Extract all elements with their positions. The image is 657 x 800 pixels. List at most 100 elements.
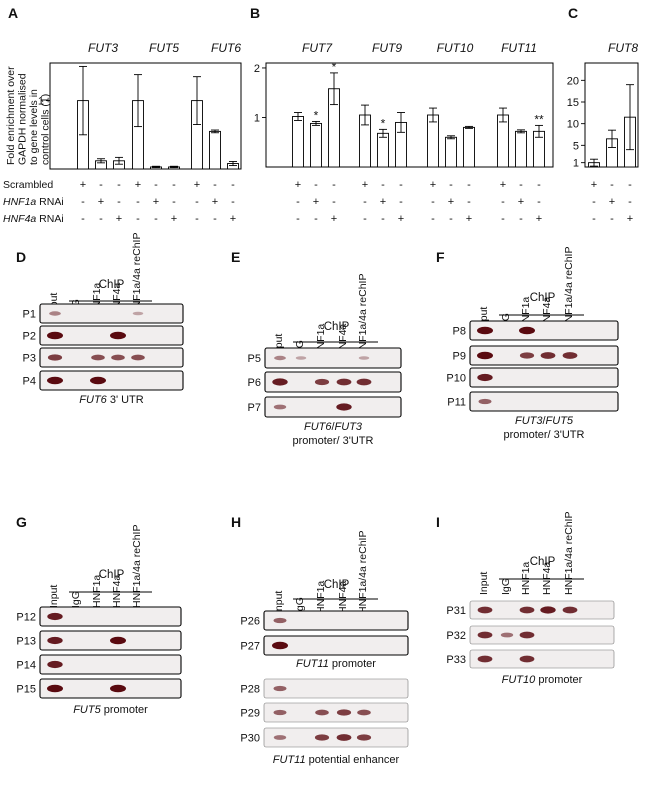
condition-gene: HNF1a bbox=[3, 196, 36, 208]
condition-sign: - bbox=[296, 196, 300, 208]
gel-strip bbox=[469, 625, 615, 645]
gel-strip bbox=[263, 678, 409, 699]
probe-label: P14 bbox=[16, 660, 36, 672]
condition-suffix: RNAi bbox=[36, 213, 63, 225]
condition-sign: - bbox=[610, 213, 614, 225]
y-axis-label-line: control cells (1) bbox=[40, 94, 52, 165]
gel-band bbox=[562, 352, 578, 359]
gel-band bbox=[314, 734, 330, 741]
condition-sign: - bbox=[519, 213, 523, 225]
condition-sign: - bbox=[213, 213, 217, 225]
lane-label: Input bbox=[478, 572, 490, 595]
condition-sign: - bbox=[537, 196, 541, 208]
panel-letter-h: H bbox=[231, 514, 241, 530]
probe-label: P29 bbox=[240, 708, 260, 720]
caption-part: promoter bbox=[329, 658, 376, 670]
condition-sign: + bbox=[116, 213, 122, 225]
gel-strip bbox=[39, 303, 184, 324]
condition-sign: + bbox=[500, 179, 506, 191]
bar-chart-a: 1 FUT3 FUT5 FUT6 bbox=[38, 41, 242, 170]
probe-label: P12 bbox=[16, 612, 36, 624]
chip-header: ChIP bbox=[324, 579, 350, 591]
gel-strip bbox=[263, 702, 409, 723]
gel-caption-enhancer: FUT11 potential enhancer bbox=[273, 754, 400, 766]
condition-sign: - bbox=[537, 179, 541, 191]
gene-label-fut11: FUT11 bbox=[501, 41, 537, 55]
gel-band bbox=[356, 378, 372, 386]
condition-sign: + bbox=[536, 213, 542, 225]
gel-band bbox=[49, 311, 61, 316]
lane-label: HNF4a bbox=[337, 581, 349, 614]
gel-band bbox=[540, 352, 556, 359]
gel-strip bbox=[469, 320, 619, 341]
gel-band bbox=[336, 734, 352, 741]
gene-label-fut8: FUT8 bbox=[608, 41, 638, 55]
gel-band bbox=[110, 331, 126, 340]
probe-label: P9 bbox=[453, 351, 466, 363]
y-tick-label: 10 bbox=[567, 119, 579, 131]
gel-band bbox=[47, 331, 63, 340]
bar bbox=[209, 130, 221, 170]
bar bbox=[445, 136, 457, 168]
condition-sign: - bbox=[467, 196, 471, 208]
gel-band bbox=[314, 378, 330, 386]
condition-sign: + bbox=[212, 196, 218, 208]
gel-strip bbox=[264, 347, 402, 369]
caption-part: FUT11 bbox=[273, 754, 306, 766]
lane-label: HNF1a/4a reChIP bbox=[131, 233, 143, 316]
gel-band bbox=[519, 631, 535, 639]
lane-label: Input bbox=[273, 591, 285, 614]
gel-band bbox=[356, 734, 372, 741]
condition-sign: + bbox=[609, 196, 615, 208]
bar bbox=[427, 114, 439, 168]
gel-band bbox=[336, 403, 352, 411]
condition-sign: - bbox=[231, 179, 235, 191]
bar bbox=[377, 132, 389, 168]
lane-label: IgG bbox=[70, 591, 82, 608]
gel-band bbox=[273, 617, 287, 624]
gene-label-fut3: FUT3 bbox=[88, 41, 118, 55]
gel-band bbox=[273, 709, 287, 716]
caption-part: FUT5 bbox=[73, 704, 101, 716]
y-axis-label-line: to gene levels in bbox=[28, 89, 40, 165]
caption-part: FUT11 bbox=[296, 658, 329, 670]
condition-sign: - bbox=[381, 213, 385, 225]
panel-letter-c: C bbox=[568, 5, 578, 21]
gel-caption-line2: promoter/ 3'UTR bbox=[504, 429, 585, 441]
gel-band bbox=[500, 632, 514, 638]
condition-sign: - bbox=[81, 196, 85, 208]
panel-letter-i: I bbox=[436, 514, 440, 530]
condition-sign: - bbox=[592, 213, 596, 225]
gel-band bbox=[336, 378, 352, 386]
condition-sign: - bbox=[363, 213, 367, 225]
condition-sign: - bbox=[449, 213, 453, 225]
gel-band bbox=[131, 354, 145, 361]
lane-label: HNF4a bbox=[111, 575, 123, 608]
condition-sign: + bbox=[331, 213, 337, 225]
gel-caption: FUT10 promoter bbox=[502, 674, 583, 686]
probe-label: P13 bbox=[16, 636, 36, 648]
condition-sign: - bbox=[231, 196, 235, 208]
gel-strip bbox=[469, 649, 615, 669]
gel-band bbox=[110, 636, 126, 645]
condition-sign: - bbox=[628, 179, 632, 191]
condition-sign: - bbox=[136, 213, 140, 225]
y-tick-label: 5 bbox=[573, 140, 579, 152]
condition-sign: - bbox=[399, 196, 403, 208]
condition-sign: - bbox=[467, 179, 471, 191]
condition-sign: - bbox=[117, 196, 121, 208]
gene-label-fut7: FUT7 bbox=[302, 41, 333, 55]
condition-sign: + bbox=[362, 179, 368, 191]
gel-panel-g: Input IgG HNF1a HNF4a HNF1a/4a reChIP ChIP P12… bbox=[16, 525, 182, 716]
probe-label: P5 bbox=[248, 353, 261, 365]
lane-label: HNF4a bbox=[541, 562, 553, 595]
probe-label: P27 bbox=[240, 641, 260, 653]
condition-sign: + bbox=[518, 196, 524, 208]
caption-part: / bbox=[542, 415, 546, 427]
plot-frame bbox=[49, 62, 242, 170]
gel-band bbox=[273, 735, 287, 740]
gel-caption: FUT6/FUT3 bbox=[304, 421, 363, 433]
panel-letter-f: F bbox=[436, 249, 445, 265]
